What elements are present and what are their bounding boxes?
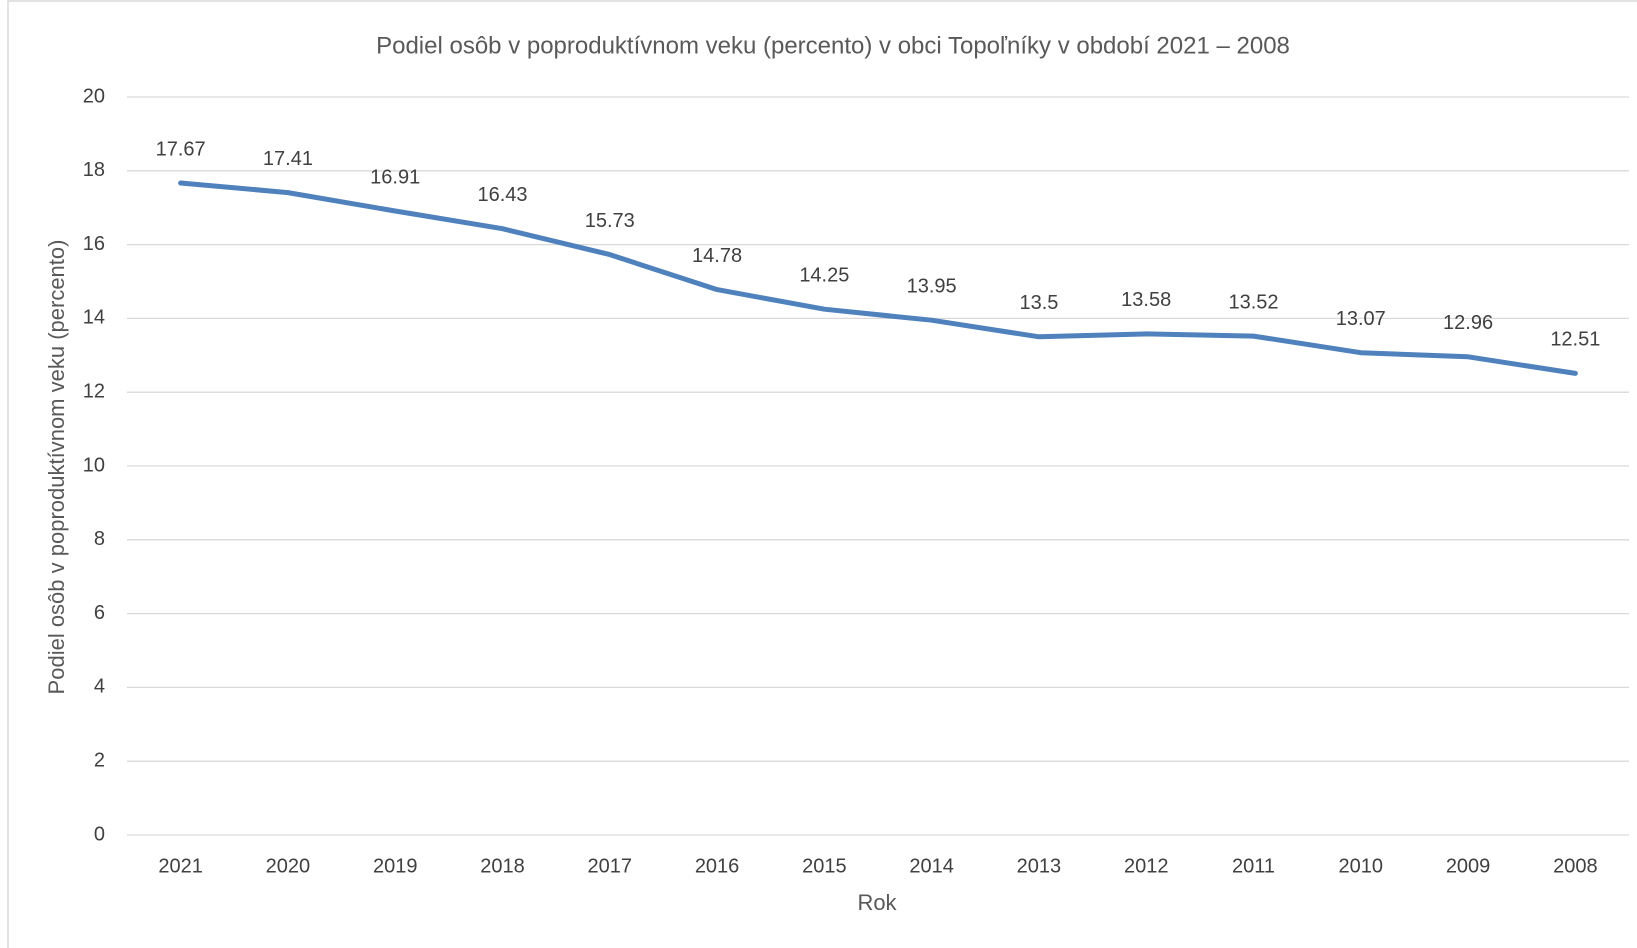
x-tick-label: 2018 xyxy=(480,855,525,877)
data-label: 12.51 xyxy=(1550,329,1600,351)
data-label: 14.78 xyxy=(692,245,742,267)
data-label: 17.67 xyxy=(156,138,206,160)
y-tick-label: 0 xyxy=(94,823,105,845)
y-axis-title: Podiel osôb v poproduktívnom veku (perce… xyxy=(44,240,69,695)
data-label: 16.91 xyxy=(370,166,420,188)
y-tick-label: 18 xyxy=(83,159,105,181)
data-label: 13.5 xyxy=(1019,292,1058,314)
data-line xyxy=(178,180,1578,376)
y-tick-label: 12 xyxy=(83,380,105,402)
data-label: 13.58 xyxy=(1121,289,1171,311)
x-axis-title: Rok xyxy=(857,890,897,915)
data-label: 14.25 xyxy=(799,264,849,286)
x-tick-label: 2009 xyxy=(1446,855,1491,877)
y-tick-label: 6 xyxy=(94,602,105,624)
chart-title: Podiel osôb v poproduktívnom veku (perce… xyxy=(376,32,1290,59)
data-label: 15.73 xyxy=(585,210,635,232)
y-tick-label: 8 xyxy=(94,528,105,550)
y-tick-label: 2 xyxy=(94,749,105,771)
x-tick-label: 2008 xyxy=(1553,855,1598,877)
x-tick-label: 2010 xyxy=(1339,855,1384,877)
chart-border xyxy=(7,0,1637,948)
y-tick-label: 14 xyxy=(83,307,105,329)
x-tick-label: 2019 xyxy=(373,855,418,877)
x-tick-label: 2011 xyxy=(1232,855,1275,877)
data-label: 17.41 xyxy=(263,148,313,170)
data-label: 16.43 xyxy=(477,184,527,206)
y-tick-label: 16 xyxy=(83,233,105,255)
x-tick-label: 2014 xyxy=(909,855,954,877)
y-tick-label: 20 xyxy=(83,85,105,107)
data-label: 13.52 xyxy=(1228,291,1278,313)
x-tick-label: 2020 xyxy=(266,855,311,877)
x-tick-label: 2012 xyxy=(1124,855,1169,877)
data-label: 13.95 xyxy=(907,276,957,298)
x-tick-label: 2016 xyxy=(695,855,740,877)
x-tick-label: 2021 xyxy=(158,855,203,877)
data-label: 12.96 xyxy=(1443,312,1493,334)
x-tick-label: 2015 xyxy=(802,855,847,877)
data-label: 13.07 xyxy=(1336,308,1386,330)
x-tick-label: 2017 xyxy=(588,855,633,877)
y-tick-label: 10 xyxy=(83,454,105,476)
x-tick-label: 2013 xyxy=(1017,855,1062,877)
y-tick-label: 4 xyxy=(94,676,105,698)
